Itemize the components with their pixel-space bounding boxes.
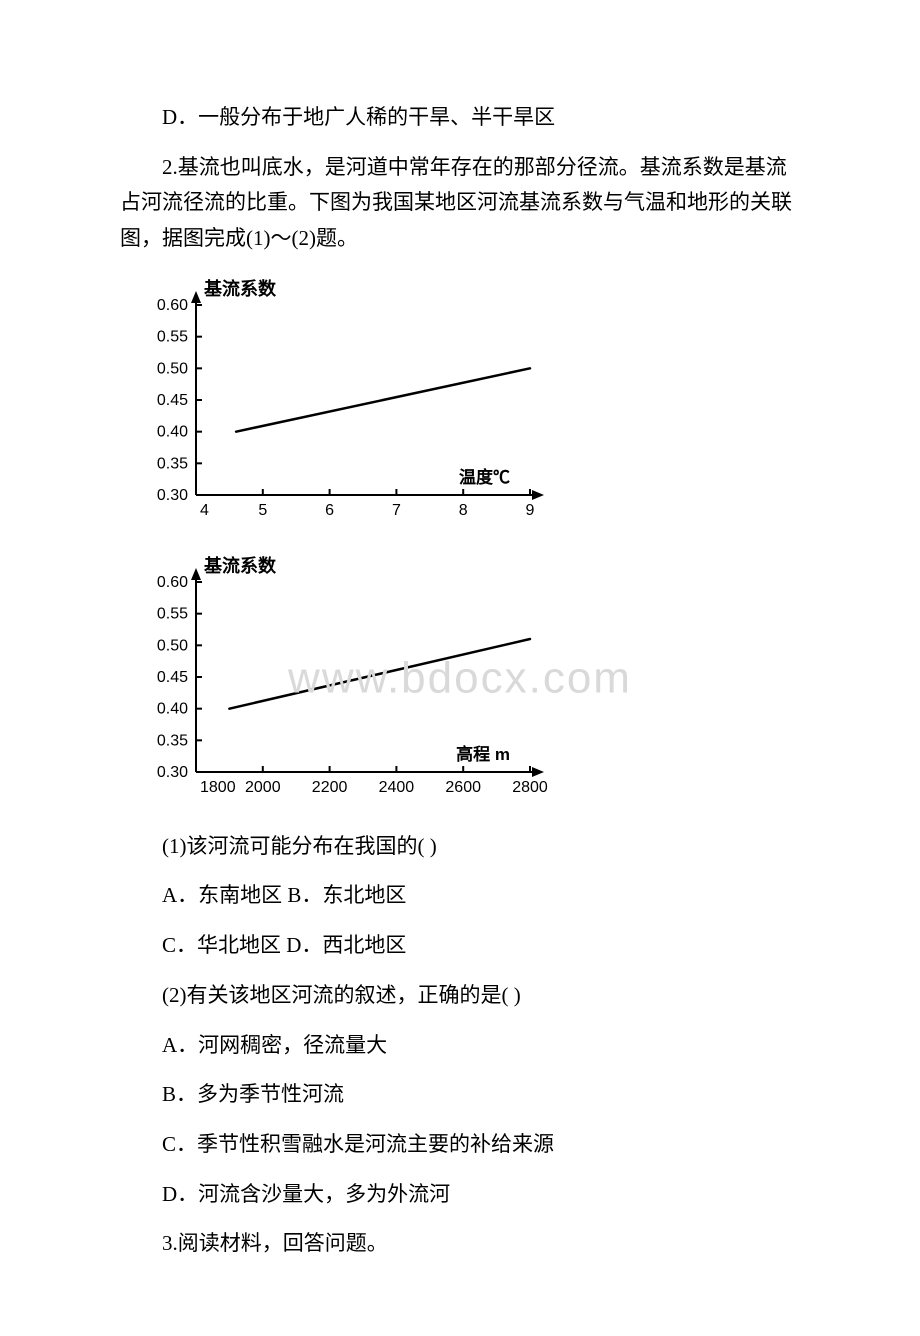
svg-text:0.35: 0.35 <box>157 455 188 472</box>
svg-text:0.50: 0.50 <box>157 637 188 654</box>
chart2-svg: 基流系数 0.30 0.35 0.40 0.45 0.50 0.55 0.60 1800 2000… <box>120 552 550 807</box>
q2-2-stem: (2)有关该地区河流的叙述，正确的是( ) <box>120 978 800 1014</box>
q2-2-option-c: C．季节性积雪融水是河流主要的补给来源 <box>120 1127 800 1163</box>
svg-text:7: 7 <box>392 502 401 519</box>
svg-text:0.50: 0.50 <box>157 360 188 377</box>
svg-text:0.40: 0.40 <box>157 423 188 440</box>
svg-text:0.60: 0.60 <box>157 574 188 591</box>
svg-text:5: 5 <box>258 502 267 519</box>
q2-2-option-b: B．多为季节性河流 <box>120 1077 800 1113</box>
svg-text:4: 4 <box>200 502 209 519</box>
svg-text:0.45: 0.45 <box>157 392 188 409</box>
svg-text:基流系数: 基流系数 <box>203 555 277 576</box>
q2-2-option-d: D．河流含沙量大，多为外流河 <box>120 1177 800 1213</box>
svg-text:基流系数: 基流系数 <box>203 278 277 299</box>
svg-text:0.30: 0.30 <box>157 764 188 781</box>
svg-text:1800: 1800 <box>200 779 236 796</box>
svg-text:0.55: 0.55 <box>157 328 188 345</box>
svg-text:2800: 2800 <box>512 779 548 796</box>
q2-1-options-cd: C．华北地区 D．西北地区 <box>120 928 800 964</box>
svg-text:2600: 2600 <box>445 779 481 796</box>
q3-stem: 3.阅读材料，回答问题。 <box>120 1226 800 1262</box>
svg-text:0.30: 0.30 <box>157 487 188 504</box>
option-d: D．一般分布于地广人稀的干旱、半干旱区 <box>120 100 800 136</box>
svg-text:6: 6 <box>325 502 334 519</box>
q2-1-options-ab: A．东南地区 B．东北地区 <box>120 878 800 914</box>
q2-1-stem: (1)该河流可能分布在我国的( ) <box>120 829 800 865</box>
svg-text:9: 9 <box>526 502 535 519</box>
chart1-baseflow-vs-temperature: 基流系数 0.30 0.35 0.40 0.45 0.50 0.55 0.60 4 5 6 7 8 9 温度… <box>120 275 800 530</box>
svg-text:温度℃: 温度℃ <box>459 467 510 487</box>
svg-text:0.45: 0.45 <box>157 669 188 686</box>
q2-2-option-a: A．河网稠密，径流量大 <box>120 1028 800 1064</box>
svg-text:8: 8 <box>459 502 468 519</box>
chart2-baseflow-vs-elevation: 基流系数 0.30 0.35 0.40 0.45 0.50 0.55 0.60 1800 2000… <box>120 552 800 807</box>
svg-text:0.35: 0.35 <box>157 732 188 749</box>
svg-text:高程 m: 高程 m <box>456 744 510 764</box>
svg-text:0.60: 0.60 <box>157 297 188 314</box>
q2-intro: 2.基流也叫底水，是河道中常年存在的那部分径流。基流系数是基流占河流径流的比重。… <box>120 150 800 257</box>
chart1-svg: 基流系数 0.30 0.35 0.40 0.45 0.50 0.55 0.60 4 5 6 7 8 9 温度… <box>120 275 550 530</box>
svg-text:0.55: 0.55 <box>157 605 188 622</box>
svg-text:0.40: 0.40 <box>157 700 188 717</box>
svg-text:2200: 2200 <box>312 779 348 796</box>
svg-text:2400: 2400 <box>379 779 415 796</box>
svg-text:2000: 2000 <box>245 779 281 796</box>
